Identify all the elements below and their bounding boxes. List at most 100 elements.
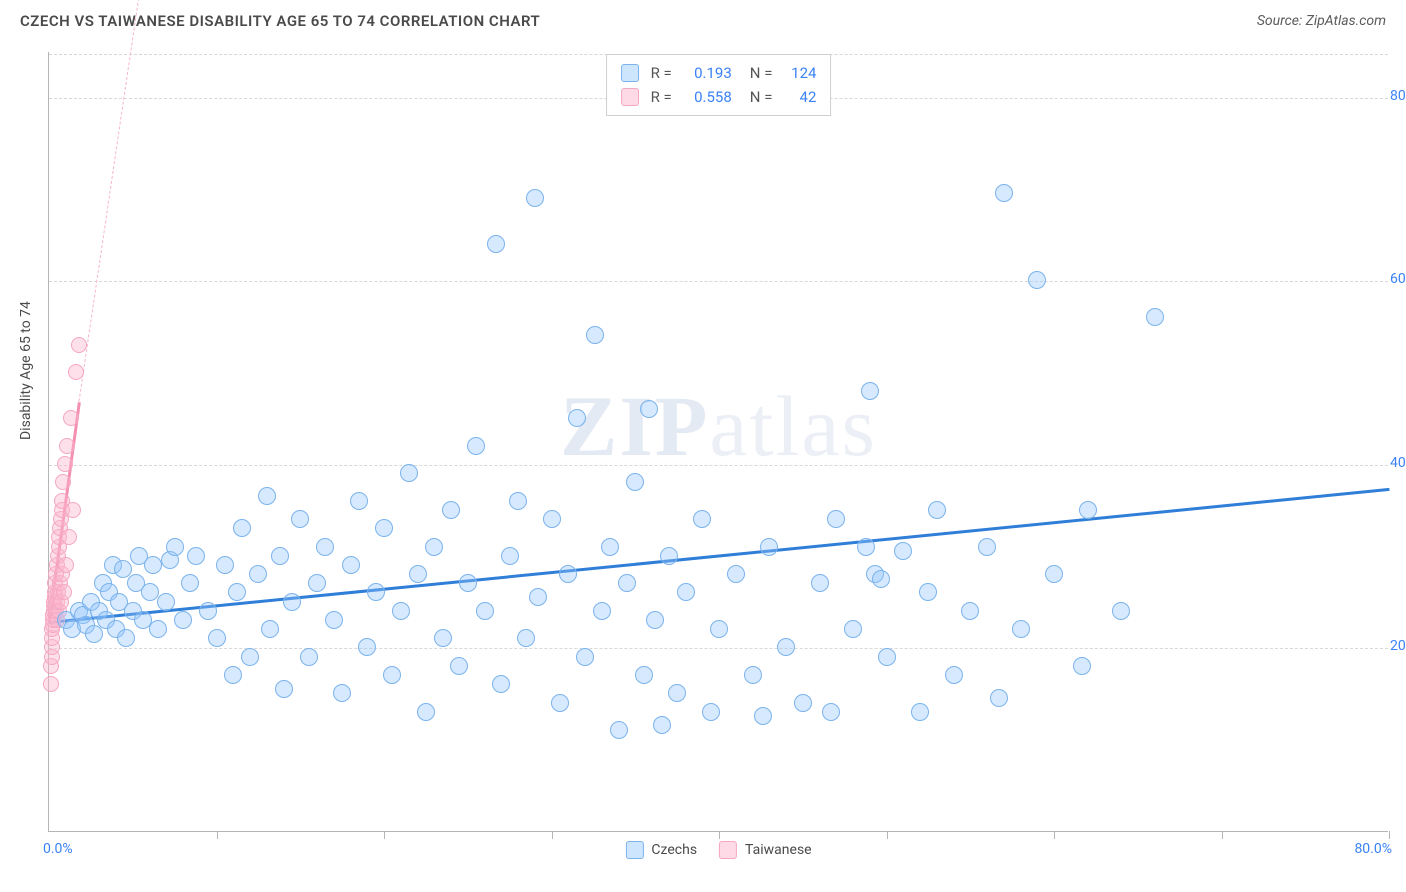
y-tick-label: 60.0% <box>1380 271 1406 287</box>
scatter-point-czechs <box>990 689 1008 707</box>
scatter-point-czechs <box>576 648 594 666</box>
scatter-point-czechs <box>216 556 234 574</box>
r-value-czechs: 0.193 <box>680 61 732 85</box>
scatter-point-czechs <box>754 707 772 725</box>
swatch-pink-icon <box>719 841 737 859</box>
swatch-blue-icon <box>625 841 643 859</box>
source-label: Source: ZipAtlas.com <box>1257 13 1386 29</box>
scatter-point-czechs <box>409 565 427 583</box>
scatter-point-czechs <box>166 538 184 556</box>
trend-line <box>49 488 1389 624</box>
scatter-point-czechs <box>300 648 318 666</box>
scatter-point-czechs <box>199 602 217 620</box>
scatter-point-czechs <box>187 547 205 565</box>
scatter-point-czechs <box>316 538 334 556</box>
scatter-point-taiwanese <box>65 502 81 518</box>
swatch-blue-icon <box>621 64 639 82</box>
scatter-point-taiwanese <box>58 557 74 573</box>
y-tick-label: 20.0% <box>1380 638 1406 654</box>
scatter-point-czechs <box>978 538 996 556</box>
scatter-point-czechs <box>400 464 418 482</box>
y-tick-label: 40.0% <box>1380 455 1406 471</box>
scatter-point-taiwanese <box>43 676 59 692</box>
scatter-point-czechs <box>660 547 678 565</box>
scatter-point-czechs <box>291 510 309 528</box>
scatter-point-czechs <box>117 629 135 647</box>
scatter-point-czechs <box>275 680 293 698</box>
scatter-point-czechs <box>945 666 963 684</box>
scatter-point-czechs <box>635 666 653 684</box>
scatter-point-taiwanese <box>61 529 77 545</box>
scatter-point-czechs <box>794 694 812 712</box>
legend-item-taiwanese: Taiwanese <box>719 841 812 859</box>
scatter-point-czechs <box>417 703 435 721</box>
scatter-point-czechs <box>467 437 485 455</box>
scatter-point-czechs <box>710 620 728 638</box>
chart-title: CZECH VS TAIWANESE DISABILITY AGE 65 TO … <box>20 12 540 30</box>
scatter-point-taiwanese <box>59 438 75 454</box>
scatter-point-czechs <box>333 684 351 702</box>
scatter-point-czechs <box>626 473 644 491</box>
scatter-point-czechs <box>844 620 862 638</box>
scatter-point-taiwanese <box>57 456 73 472</box>
r-label: R = <box>651 61 672 85</box>
x-tick <box>217 831 218 839</box>
scatter-point-czechs <box>487 235 505 253</box>
x-axis-min-label: 0.0% <box>43 841 73 857</box>
scatter-point-czechs <box>517 629 535 647</box>
scatter-point-czechs <box>476 602 494 620</box>
scatter-point-czechs <box>241 648 259 666</box>
x-tick <box>1389 831 1390 839</box>
scatter-point-czechs <box>744 666 762 684</box>
scatter-point-czechs <box>283 593 301 611</box>
scatter-point-czechs <box>228 583 246 601</box>
scatter-point-taiwanese <box>63 410 79 426</box>
legend-label: Taiwanese <box>745 842 812 858</box>
x-tick <box>1054 831 1055 839</box>
scatter-point-czechs <box>392 602 410 620</box>
scatter-point-czechs <box>425 538 443 556</box>
legend-label: Czechs <box>651 842 697 858</box>
scatter-point-czechs <box>653 716 671 734</box>
scatter-point-czechs <box>702 703 720 721</box>
scatter-point-czechs <box>271 547 289 565</box>
swatch-pink-icon <box>621 88 639 106</box>
scatter-point-czechs <box>1045 565 1063 583</box>
r-value-taiwanese: 0.558 <box>680 85 732 109</box>
scatter-point-czechs <box>208 629 226 647</box>
y-axis-label: Disability Age 65 to 74 <box>18 301 34 440</box>
scatter-point-czechs <box>459 574 477 592</box>
scatter-point-czechs <box>878 648 896 666</box>
scatter-point-czechs <box>551 694 569 712</box>
gridline-horizontal <box>49 465 1388 466</box>
scatter-point-czechs <box>509 492 527 510</box>
scatter-point-czechs <box>249 565 267 583</box>
x-axis-max-label: 80.0% <box>1354 841 1392 857</box>
legend-item-czechs: Czechs <box>625 841 697 859</box>
scatter-point-czechs <box>141 583 159 601</box>
x-tick <box>887 831 888 839</box>
scatter-point-czechs <box>827 510 845 528</box>
scatter-point-czechs <box>434 629 452 647</box>
scatter-point-czechs <box>961 602 979 620</box>
scatter-point-czechs <box>543 510 561 528</box>
scatter-point-czechs <box>224 666 242 684</box>
scatter-point-czechs <box>610 721 628 739</box>
scatter-point-czechs <box>601 538 619 556</box>
scatter-point-czechs <box>149 620 167 638</box>
scatter-point-czechs <box>1146 308 1164 326</box>
x-tick <box>552 831 553 839</box>
n-label: N = <box>750 85 773 109</box>
scatter-point-czechs <box>325 611 343 629</box>
scatter-point-czechs <box>258 487 276 505</box>
scatter-point-czechs <box>727 565 745 583</box>
watermark: ZIPatlas <box>560 376 877 476</box>
scatter-point-czechs <box>383 666 401 684</box>
scatter-point-czechs <box>872 570 890 588</box>
scatter-point-czechs <box>526 189 544 207</box>
x-tick <box>719 831 720 839</box>
scatter-point-czechs <box>822 703 840 721</box>
n-value-taiwanese: 42 <box>780 85 816 109</box>
scatter-point-czechs <box>559 565 577 583</box>
scatter-point-czechs <box>640 400 658 418</box>
